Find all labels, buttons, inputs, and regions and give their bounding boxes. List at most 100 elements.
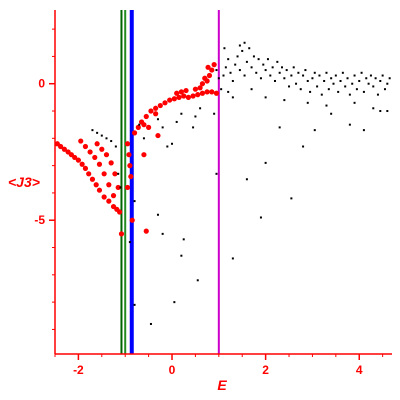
data-point (124, 184, 131, 191)
data-point (243, 41, 246, 44)
data-point (379, 79, 382, 82)
data-point (292, 66, 295, 69)
data-point (355, 88, 358, 91)
data-point (311, 77, 314, 80)
data-point (194, 115, 197, 118)
data-point (199, 107, 202, 110)
data-point (116, 209, 123, 215)
data-point (215, 69, 218, 72)
data-point (213, 112, 216, 115)
data-point (334, 74, 337, 77)
data-point (245, 178, 248, 181)
data-point (175, 120, 178, 123)
data-point (278, 126, 281, 129)
data-point (178, 89, 184, 95)
data-point (185, 94, 191, 100)
data-point (302, 74, 305, 77)
data-point (195, 92, 201, 98)
data-point (383, 88, 386, 91)
red-series (54, 62, 220, 237)
data-point (374, 77, 377, 80)
data-point (276, 60, 279, 63)
data-point (309, 90, 312, 93)
x-tick-label: 2 (262, 363, 269, 377)
data-point (381, 74, 384, 77)
vertical-lines (120, 10, 220, 354)
data-point (213, 90, 220, 96)
y-tick-label: -5 (34, 213, 45, 227)
data-point (344, 85, 347, 88)
data-point (106, 198, 112, 204)
data-point (278, 71, 281, 74)
data-point (250, 88, 253, 91)
data-point (96, 131, 99, 134)
data-point (264, 161, 267, 164)
data-point (264, 69, 267, 72)
data-point (220, 88, 223, 91)
data-point (224, 66, 227, 69)
data-point (112, 171, 118, 177)
data-point (238, 44, 241, 47)
data-point (87, 149, 93, 155)
x-tick-label: 4 (356, 363, 363, 377)
data-point (197, 85, 203, 91)
data-point (259, 77, 262, 80)
data-point (96, 187, 103, 193)
data-point (325, 104, 328, 107)
data-point (148, 108, 154, 114)
data-point (266, 58, 269, 61)
data-point (222, 74, 225, 77)
data-point (297, 71, 300, 74)
data-point (362, 129, 365, 132)
data-point (306, 101, 309, 104)
data-point (103, 152, 110, 158)
data-point (101, 194, 107, 200)
data-point (126, 152, 132, 158)
data-point (341, 71, 344, 74)
data-point (93, 182, 99, 188)
data-point (257, 58, 260, 61)
data-point (348, 123, 351, 126)
y-tick-label: 0 (38, 77, 45, 91)
data-point (199, 90, 206, 96)
data-point (192, 126, 195, 129)
data-point (236, 55, 239, 58)
data-point (332, 82, 335, 85)
data-point (124, 141, 131, 147)
data-point (141, 152, 147, 158)
x-axis-title: E (217, 377, 227, 393)
data-point (180, 112, 183, 115)
data-point (129, 217, 135, 223)
data-point (241, 49, 244, 52)
data-point (388, 77, 391, 80)
data-point (318, 74, 321, 77)
data-point (290, 74, 293, 77)
data-point (133, 303, 136, 306)
data-point (117, 172, 120, 175)
data-point (108, 160, 114, 166)
data-point (299, 88, 302, 91)
data-point (206, 72, 213, 79)
data-point (196, 279, 199, 282)
data-point (367, 82, 370, 85)
data-point (325, 71, 328, 74)
data-point (223, 47, 226, 50)
data-point (58, 143, 64, 150)
data-point (156, 118, 159, 121)
data-point (376, 93, 379, 96)
data-point (346, 77, 349, 80)
data-point (204, 89, 210, 95)
data-point (248, 47, 251, 50)
data-point (386, 110, 389, 113)
data-point (211, 62, 217, 68)
data-point (238, 69, 241, 72)
data-point (153, 105, 159, 111)
data-point (72, 154, 78, 161)
data-point (149, 322, 152, 325)
data-point (262, 63, 265, 66)
data-point (386, 82, 389, 85)
data-point (105, 137, 108, 140)
data-point (283, 99, 286, 102)
data-point (320, 93, 323, 96)
data-point (118, 231, 125, 237)
